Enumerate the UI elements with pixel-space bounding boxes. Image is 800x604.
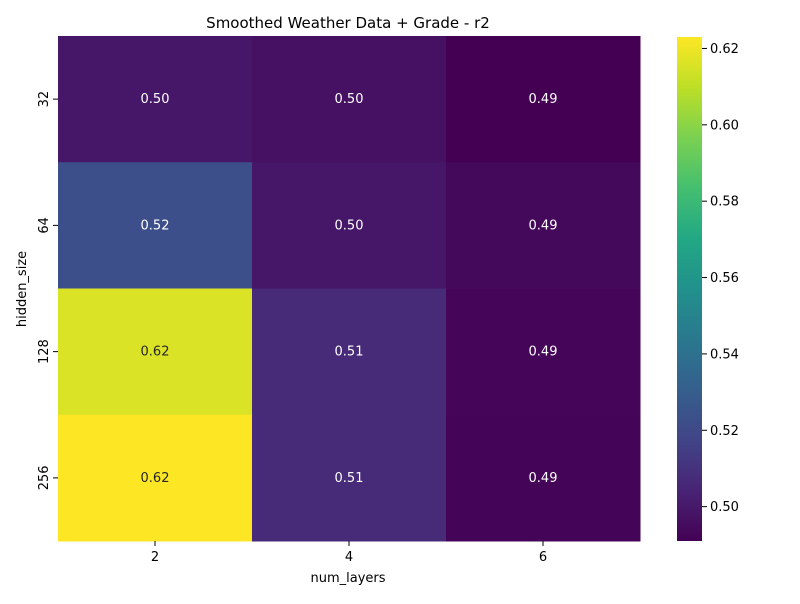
colorbar-tick-label: 0.52 — [710, 424, 739, 439]
chart-title: Smoothed Weather Data + Grade - r2 — [206, 14, 490, 32]
heatmap-cell — [252, 414, 447, 542]
cell-value-label: 0.50 — [141, 92, 170, 107]
heatmap-cell — [446, 414, 641, 542]
cell-value-label: 0.49 — [529, 345, 558, 360]
cell-value-label: 0.50 — [335, 92, 364, 107]
heatmap-cells — [58, 36, 641, 542]
cell-value-label: 0.51 — [335, 471, 364, 486]
x-tick-label: 4 — [345, 550, 353, 565]
heatmap-cell — [446, 288, 641, 416]
y-tick-label: 32 — [37, 91, 52, 108]
cell-value-label: 0.49 — [529, 218, 558, 233]
heatmap-cell — [252, 162, 447, 289]
cell-value-label: 0.62 — [141, 471, 170, 486]
x-tick-label: 2 — [151, 550, 159, 565]
colorbar-tick-label: 0.54 — [710, 347, 739, 362]
colorbar-tick-label: 0.56 — [710, 271, 739, 286]
colorbar-ticks: 0.50 0.52 0.54 0.56 0.58 0.60 0.62 — [702, 42, 739, 515]
x-axis-label: num_layers — [310, 571, 385, 586]
heatmap-cell — [446, 162, 641, 289]
y-tick-label: 128 — [37, 339, 52, 364]
heatmap-cell — [252, 288, 447, 416]
heatmap-cell — [446, 36, 641, 163]
heatmap-cell — [58, 162, 253, 289]
cell-value-label: 0.50 — [335, 218, 364, 233]
colorbar-tick-label: 0.50 — [710, 500, 739, 515]
cell-value-label: 0.49 — [529, 471, 558, 486]
heatmap-cell — [58, 36, 253, 163]
x-axis: 2 4 6 — [151, 541, 547, 565]
x-tick-label: 6 — [539, 550, 547, 565]
heatmap-cell — [58, 414, 253, 542]
y-tick-label: 256 — [37, 465, 52, 490]
cell-value-label: 0.49 — [529, 92, 558, 107]
heatmap-cell — [252, 36, 447, 163]
cell-value-label: 0.52 — [141, 218, 170, 233]
y-axis-label: hidden_size — [15, 251, 30, 327]
colorbar-tick-label: 0.58 — [710, 195, 739, 210]
colorbar-tick-label: 0.60 — [710, 118, 739, 133]
colorbar-tick-label: 0.62 — [710, 42, 739, 57]
y-axis: 32 64 128 256 — [37, 91, 58, 490]
heatmap-cell-labels: 0.50 0.50 0.49 0.52 0.50 0.49 0.62 0.51 0.49 0.62… — [141, 92, 558, 486]
y-tick-label: 64 — [37, 217, 52, 234]
heatmap-cell — [58, 288, 253, 416]
cell-value-label: 0.62 — [141, 345, 170, 360]
cell-value-label: 0.51 — [335, 345, 364, 360]
colorbar — [677, 37, 702, 541]
